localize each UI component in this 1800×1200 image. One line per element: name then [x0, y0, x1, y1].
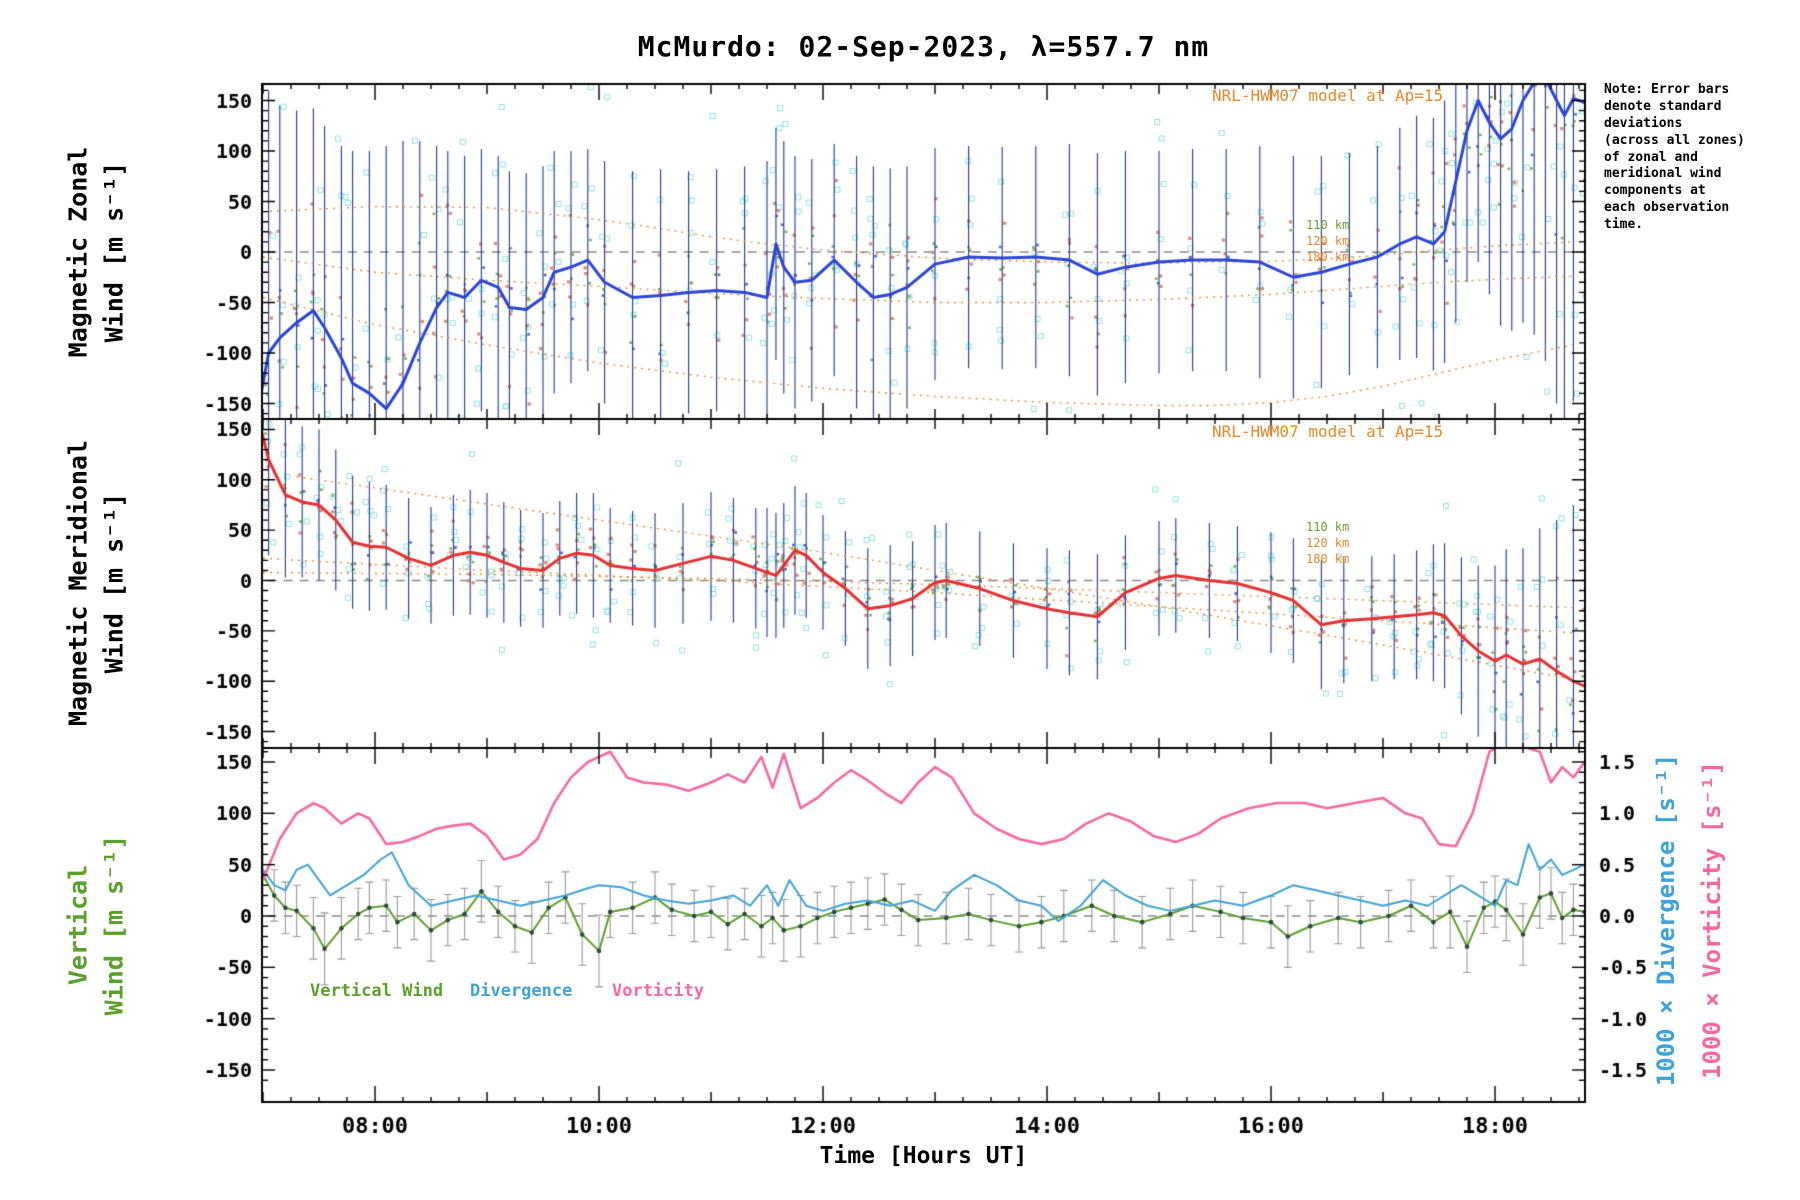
altitude-label-180km-meridional: 180 km [1306, 552, 1350, 566]
y-axis-label-vertical-line1: Vertical [63, 864, 93, 986]
y-axis-label-meridional-line2: Wind [m s⁻¹] [99, 492, 129, 674]
legend-vertical-wind: Vertical Wind [310, 981, 444, 1001]
x-axis-title: Time [Hours UT] [819, 1143, 1028, 1169]
y-axis-label-vertical-line2: Wind [m s⁻¹] [99, 834, 129, 1016]
y-axis-label-meridional-line1: Magnetic Meridional [63, 440, 93, 726]
model-label-meridional: NRL-HWM07 model at Ap=15 [1212, 422, 1444, 441]
chart-title: McMurdo: 02-Sep-2023, λ=557.7 nm [637, 30, 1210, 63]
note-text: Note: Error bars denote standard deviati… [1604, 82, 1745, 233]
legend-vorticity: Vorticity [612, 981, 705, 1001]
altitude-label-110km-meridional: 110 km [1306, 520, 1350, 534]
model-label-zonal: NRL-HWM07 model at Ap=15 [1212, 86, 1444, 105]
right-axis-label-divergence: 1000 × Divergence [s⁻¹] [1652, 753, 1680, 1087]
y-axis-label-zonal-line1: Magnetic Zonal [63, 146, 93, 358]
right-axis-label-vorticity: 1000 × Vorticity [s⁻¹] [1698, 761, 1726, 1079]
y-axis-label-zonal-line2: Wind [m s⁻¹] [99, 161, 129, 343]
altitude-label-180km-zonal: 180 km [1306, 250, 1350, 264]
legend-divergence: Divergence [470, 981, 573, 1001]
altitude-label-110km-zonal: 110 km [1306, 218, 1350, 232]
altitude-label-120km-zonal: 120 km [1306, 234, 1350, 248]
altitude-label-120km-meridional: 120 km [1306, 536, 1350, 550]
